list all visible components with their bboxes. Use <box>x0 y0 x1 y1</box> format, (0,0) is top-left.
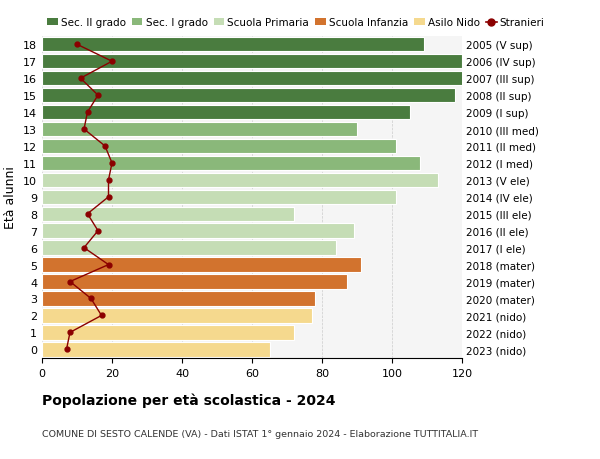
Bar <box>42 157 420 171</box>
Bar <box>42 291 315 306</box>
Bar <box>42 325 294 340</box>
Bar <box>42 106 410 120</box>
Bar <box>42 140 395 154</box>
Bar <box>42 275 347 289</box>
Bar <box>42 72 469 86</box>
Bar <box>42 258 361 272</box>
Bar <box>42 38 424 52</box>
Bar <box>42 55 462 69</box>
Legend: Sec. II grado, Sec. I grado, Scuola Primaria, Scuola Infanzia, Asilo Nido, Stran: Sec. II grado, Sec. I grado, Scuola Prim… <box>47 18 545 28</box>
Bar <box>42 241 336 255</box>
Bar <box>42 342 269 357</box>
Bar <box>42 190 395 205</box>
Y-axis label: Età alunni: Età alunni <box>4 166 17 229</box>
Bar <box>42 308 311 323</box>
Text: COMUNE DI SESTO CALENDE (VA) - Dati ISTAT 1° gennaio 2024 - Elaborazione TUTTITA: COMUNE DI SESTO CALENDE (VA) - Dati ISTA… <box>42 429 478 438</box>
Text: Popolazione per età scolastica - 2024: Popolazione per età scolastica - 2024 <box>42 392 335 407</box>
Bar <box>42 123 357 137</box>
Bar <box>42 173 437 188</box>
Bar <box>42 207 294 221</box>
Bar <box>42 224 353 238</box>
Bar <box>42 89 455 103</box>
